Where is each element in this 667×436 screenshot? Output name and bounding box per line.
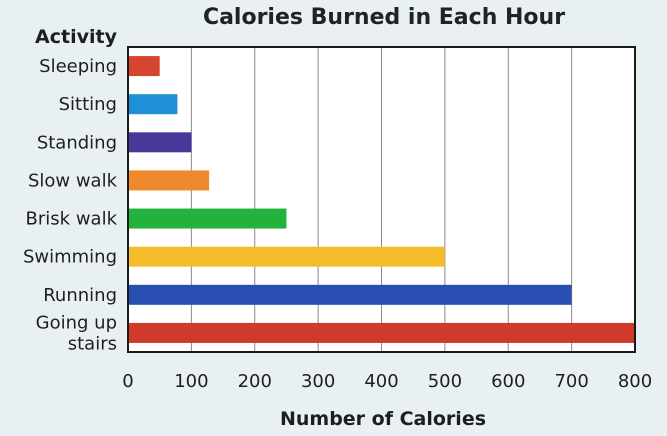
category-labels: Sleeping Sitting Standing Slow walk Brisk wa… [23, 56, 118, 354]
x-tick-label: 800 [618, 371, 652, 392]
bar [128, 208, 287, 229]
category-label: Running [43, 285, 117, 306]
x-tick-label: 0 [122, 371, 133, 392]
x-tick-label: 700 [554, 371, 588, 392]
category-label: Sleeping [39, 56, 117, 77]
chart-title: Calories Burned in Each Hour [203, 5, 565, 30]
category-label: Brisk walk [26, 209, 118, 230]
bars [128, 56, 635, 343]
category-label: Slow walk [28, 170, 118, 191]
x-tick-label: 400 [364, 371, 398, 392]
bar [128, 322, 635, 343]
bar [128, 132, 192, 153]
category-label: Sitting [59, 94, 117, 115]
bar [128, 170, 210, 191]
x-tick-label: 200 [238, 371, 272, 392]
bar [128, 284, 572, 305]
x-tick-label: 100 [174, 371, 208, 392]
category-label: Going up [36, 312, 117, 333]
x-tick-labels: 0 100 200 300 400 500 600 700 800 [122, 371, 652, 392]
x-tick-label: 600 [491, 371, 525, 392]
category-label: Swimming [23, 247, 117, 268]
x-tick-label: 300 [301, 371, 335, 392]
x-tick-label: 500 [428, 371, 462, 392]
bar [128, 56, 160, 77]
bar [128, 246, 445, 267]
bar [128, 94, 178, 115]
plot-frame [127, 46, 636, 353]
category-label: Standing [37, 132, 117, 153]
x-axis-label: Number of Calories [280, 408, 486, 430]
y-axis-label: Activity [35, 26, 118, 48]
category-label: stairs [68, 333, 117, 354]
